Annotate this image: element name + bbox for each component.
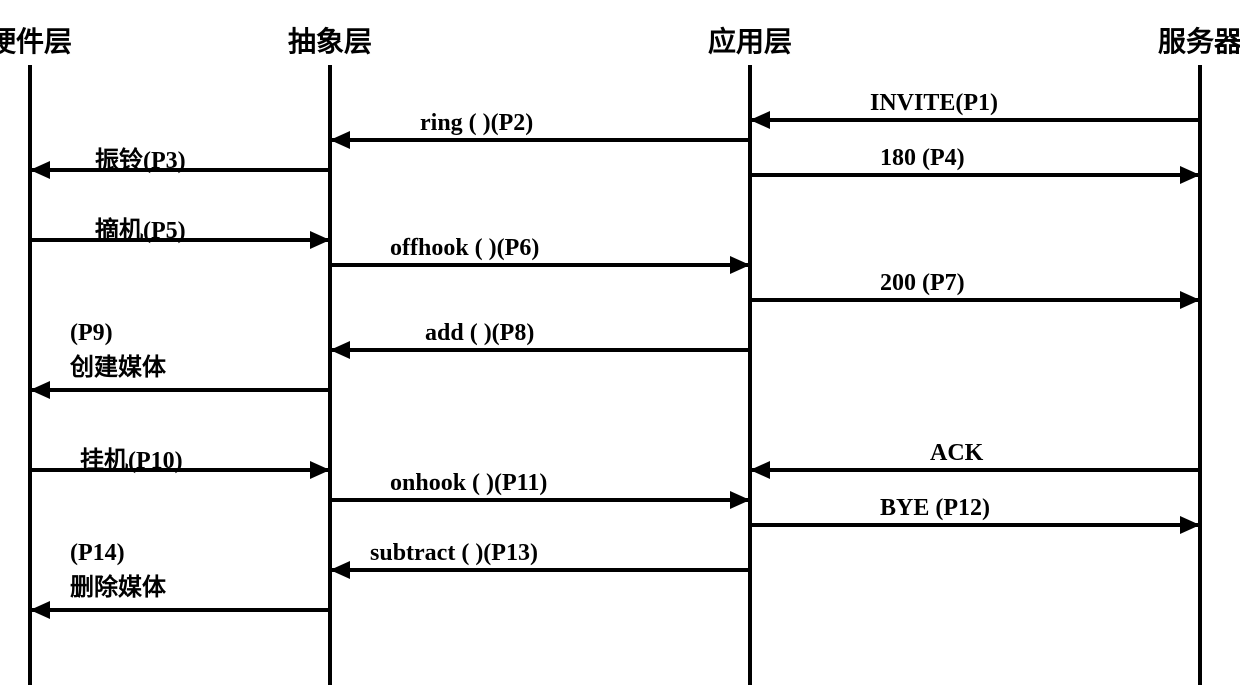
message-label-14: (P14)删除媒体 <box>70 540 166 602</box>
lifeline-srv <box>1198 65 1202 685</box>
message-label-0: INVITE(P1) <box>870 90 998 117</box>
message-arrowhead-11 <box>730 491 750 509</box>
message-label-5: offhook ( )(P6) <box>390 235 539 262</box>
message-arrowhead-9 <box>310 461 330 479</box>
sequence-diagram: 硬件层 抽象层 应用层 服务器 INVITE(P1) ring ( )(P2) 振铃(P3)… <box>0 0 1240 700</box>
message-arrow-5 <box>330 263 750 267</box>
message-arrowhead-6 <box>1180 291 1200 309</box>
message-arrowhead-1 <box>330 131 350 149</box>
message-arrow-11 <box>330 498 750 502</box>
message-arrow-3 <box>750 173 1200 177</box>
participant-label-app: 应用层 <box>690 20 810 60</box>
message-label-2: 振铃(P3) <box>95 140 186 175</box>
participant-label-srv: 服务器 <box>1140 20 1240 60</box>
message-arrow-8 <box>30 388 330 392</box>
message-arrowhead-0 <box>750 111 770 129</box>
message-arrowhead-4 <box>310 231 330 249</box>
message-label-3: 180 (P4) <box>880 145 965 172</box>
message-label-8: (P9)创建媒体 <box>70 320 166 382</box>
message-label-13: subtract ( )(P13) <box>370 540 538 567</box>
message-arrowhead-2 <box>30 161 50 179</box>
message-arrow-12 <box>750 523 1200 527</box>
participant-label-abs: 抽象层 <box>270 20 390 60</box>
message-arrowhead-10 <box>750 461 770 479</box>
lifeline-hw <box>28 65 32 685</box>
message-arrowhead-5 <box>730 256 750 274</box>
message-arrow-10 <box>750 468 1200 472</box>
message-label-10: ACK <box>930 440 983 467</box>
message-label-9: 挂机(P10) <box>80 440 183 475</box>
participant-label-hw: 硬件层 <box>0 20 90 60</box>
message-label-12: BYE (P12) <box>880 495 990 522</box>
message-label-6: 200 (P7) <box>880 270 965 297</box>
message-arrowhead-14 <box>30 601 50 619</box>
message-arrow-7 <box>330 348 750 352</box>
message-label-4: 摘机(P5) <box>95 210 186 245</box>
message-arrow-14 <box>30 608 330 612</box>
message-label-7: add ( )(P8) <box>425 320 534 347</box>
message-label-1: ring ( )(P2) <box>420 110 533 137</box>
message-arrow-6 <box>750 298 1200 302</box>
message-arrowhead-13 <box>330 561 350 579</box>
lifeline-app <box>748 65 752 685</box>
message-arrow-0 <box>750 118 1200 122</box>
message-arrowhead-7 <box>330 341 350 359</box>
message-arrow-1 <box>330 138 750 142</box>
lifeline-abs <box>328 65 332 685</box>
message-arrow-13 <box>330 568 750 572</box>
message-arrowhead-3 <box>1180 166 1200 184</box>
message-arrowhead-8 <box>30 381 50 399</box>
message-arrowhead-12 <box>1180 516 1200 534</box>
message-label-11: onhook ( )(P11) <box>390 470 547 497</box>
